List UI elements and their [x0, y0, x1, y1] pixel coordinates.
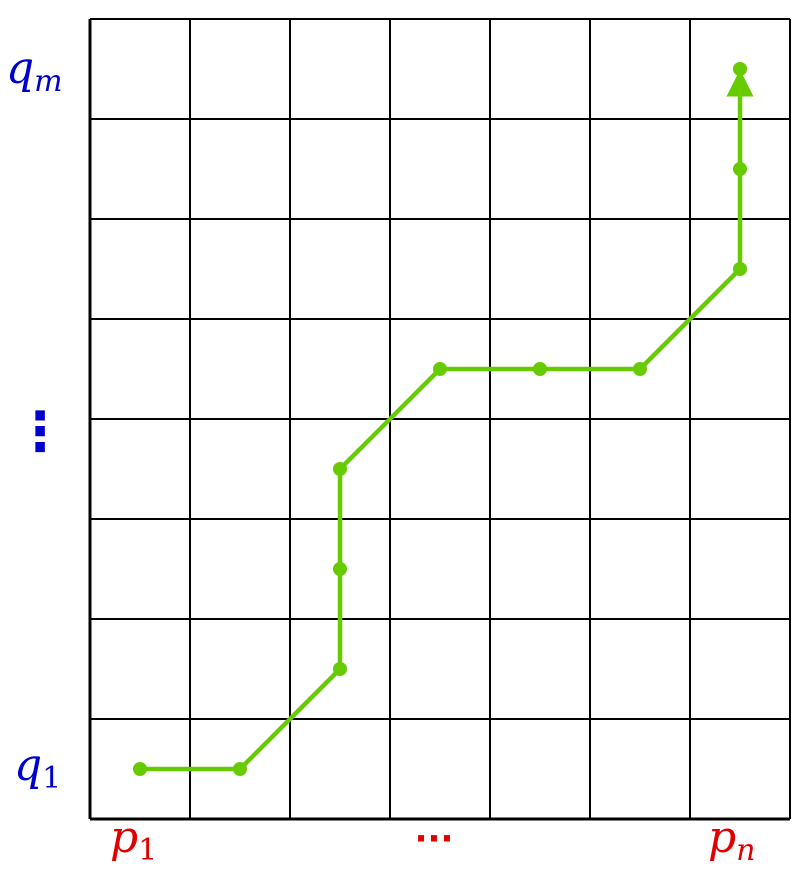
y-label-top-sub: m — [34, 64, 62, 99]
x-label-first-sub: 1 — [138, 833, 157, 868]
path-end-node — [733, 62, 747, 76]
path-node — [333, 462, 347, 476]
path-node — [333, 562, 347, 576]
x-label-last-sub: n — [736, 833, 755, 868]
path-node — [733, 162, 747, 176]
path-segment — [637, 266, 743, 372]
y-label-bottom-sub: 1 — [42, 761, 61, 796]
path-node — [533, 362, 547, 376]
y-label-bottom-base: q — [14, 740, 42, 791]
y-label-middle: ⋮ — [13, 400, 67, 463]
path-start-node — [133, 762, 147, 776]
path-node — [433, 362, 447, 376]
x-label-middle: ··· — [415, 819, 454, 859]
y-label-top: qm — [6, 43, 63, 99]
x-label-last-base: p — [708, 812, 736, 863]
x-label-first-base: p — [110, 812, 138, 863]
x-label-last: pn — [708, 812, 756, 868]
y-label-top-base: q — [6, 43, 34, 94]
y-label-bottom: q1 — [14, 740, 61, 796]
warping-path — [133, 62, 754, 776]
x-label-first: p1 — [110, 812, 157, 868]
grid — [88, 18, 791, 821]
path-node — [333, 662, 347, 676]
path-segment — [237, 666, 343, 772]
path-node — [733, 262, 747, 276]
path-node — [633, 362, 647, 376]
path-segment — [337, 366, 443, 472]
path-node — [233, 762, 247, 776]
